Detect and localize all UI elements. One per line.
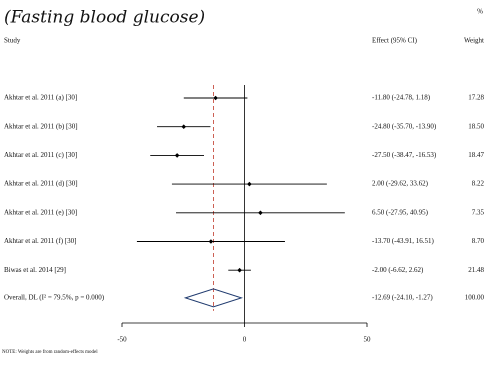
header-effect: Effect (95% CI): [372, 37, 418, 45]
study-label: Akhtar et al. 2011 (a) [30]: [4, 94, 77, 102]
effect-marker: [247, 181, 252, 187]
effect-marker: [208, 239, 214, 244]
effect-label: -2.00 (-6.62, 2.62): [372, 266, 424, 274]
weight-unit: %: [477, 8, 483, 16]
x-tick-label: 0: [243, 336, 247, 344]
weight-label: 7.35: [472, 208, 485, 216]
study-label: Akhtar et al. 2011 (b) [30]: [4, 122, 78, 130]
weight-label: 17.28: [468, 94, 484, 102]
effect-label: -13.70 (-43.91, 16.51): [372, 237, 434, 245]
effect-marker: [237, 267, 242, 273]
header-weight: Weight: [464, 37, 484, 45]
x-tick-label: -50: [117, 336, 127, 344]
header-study: Study: [4, 37, 21, 45]
study-label: Akhtar et al. 2011 (c) [30]: [4, 151, 77, 159]
effect-marker: [258, 210, 263, 216]
overall-weight-label: 100.00: [465, 294, 485, 302]
effect-label: 2.00 (-29.62, 33.62): [372, 180, 429, 188]
overall-label: Overall, DL (I² = 79.5%, p = 0.000): [4, 294, 105, 302]
effect-label: -27.50 (-38.47, -16.53): [372, 151, 437, 159]
effect-label: -11.80 (-24.78, 1.18): [372, 94, 431, 102]
x-tick-label: 50: [364, 336, 372, 344]
weight-label: 8.22: [472, 180, 485, 188]
effect-label: -24.80 (-35.70, -13.90): [372, 122, 437, 130]
chart-title: (Fasting blood glucose): [4, 8, 205, 28]
effect-marker: [213, 95, 218, 101]
weight-label: 18.47: [468, 151, 484, 159]
overall-effect-label: -12.69 (-24.10, -1.27): [372, 294, 433, 302]
effect-label: 6.50 (-27.95, 40.95): [372, 208, 429, 216]
study-label: Akhtar et al. 2011 (d) [30]: [4, 180, 78, 188]
overall-diamond: [183, 288, 244, 308]
footnote: NOTE: Weights are from random-effects mo…: [2, 350, 98, 355]
effect-marker: [174, 153, 180, 158]
weight-label: 18.50: [468, 122, 484, 130]
study-label: Biwas et al. 2014 [29]: [4, 266, 66, 274]
study-label: Akhtar et al. 2011 (e) [30]: [4, 208, 77, 216]
weight-label: 8.70: [472, 237, 485, 245]
effect-marker: [181, 124, 187, 129]
study-label: Akhtar et al. 2011 (f) [30]: [4, 237, 76, 245]
weight-label: 21.48: [468, 266, 484, 274]
